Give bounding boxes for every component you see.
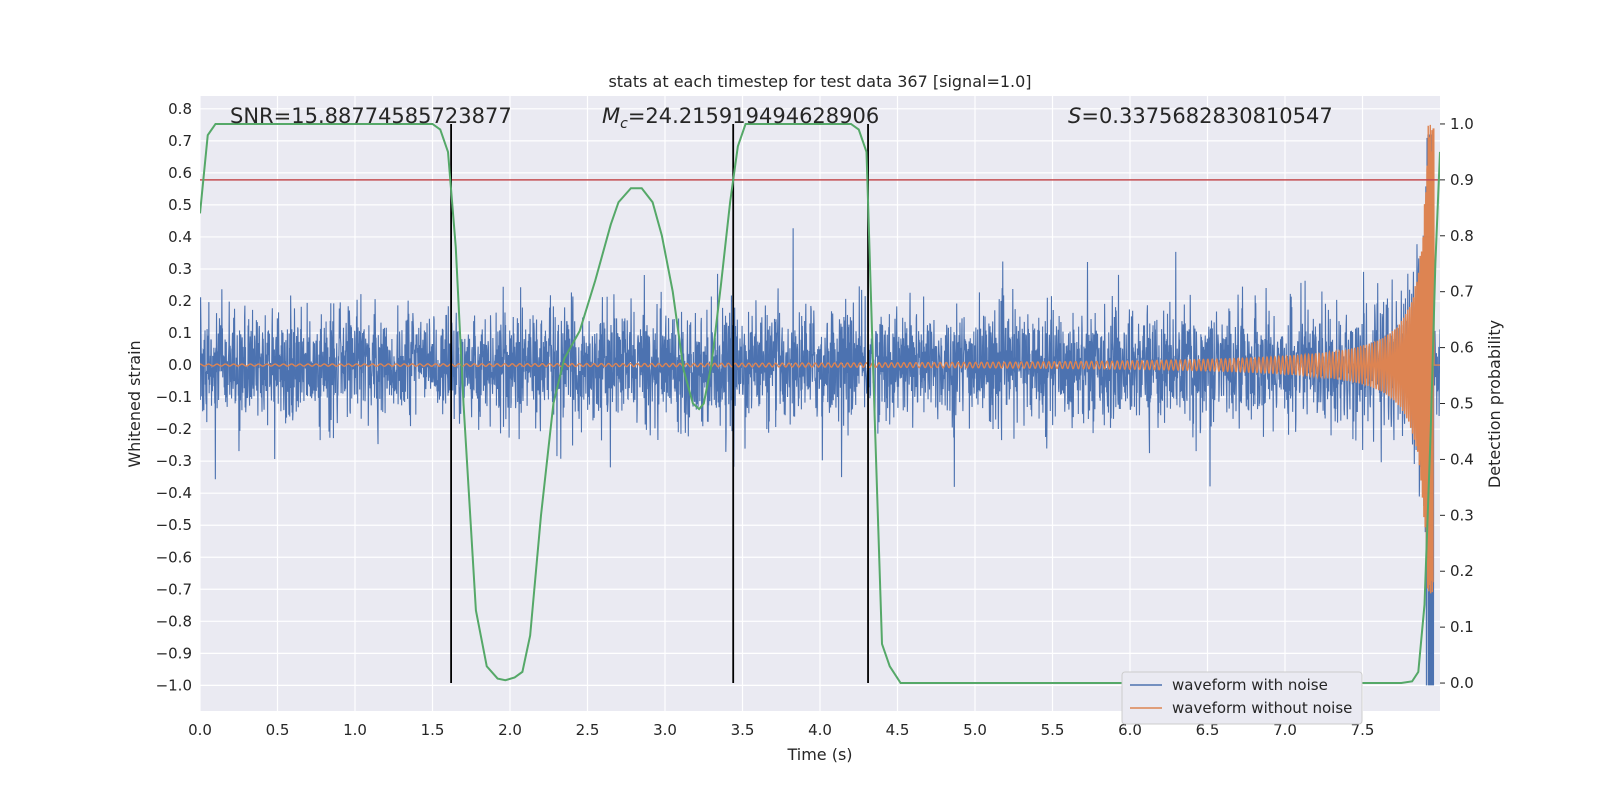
x-tick-label: 3.5 [731,721,755,739]
s-annotation: S=0.3375682830810547 [1068,104,1333,128]
y-left-tick-label: −0.5 [156,516,192,534]
x-tick-label: 3.0 [653,721,677,739]
legend-label-clean: waveform without noise [1172,699,1352,717]
y-right-tick-label: 0.4 [1450,450,1474,468]
x-tick-label: 7.5 [1351,721,1375,739]
y-left-tick-label: 0.7 [168,132,192,150]
legend: waveform with noise waveform without noi… [1121,671,1363,725]
y-right-tick-label: 0.8 [1450,227,1474,245]
series-layer [200,122,1440,686]
x-tick-label: 0.5 [266,721,290,739]
series-detection-probability [200,122,1440,685]
y-axis-left-label: Whitened strain [125,340,144,467]
y-left-tick-label: −0.4 [156,484,192,502]
mc-subscript: c [620,116,628,132]
x-tick-label: 0.0 [188,721,212,739]
legend-label-noise: waveform with noise [1172,676,1328,694]
mc-value: =24.215919494628906 [628,104,879,128]
y-left-tick-label: 0.5 [168,196,192,214]
y-left-tick-label: −0.1 [156,388,192,406]
x-tick-label: 5.0 [963,721,987,739]
legend-box [1121,671,1363,725]
x-tick-label: 4.0 [808,721,832,739]
y-left-tick-label: −0.6 [156,548,192,566]
ticks: 0.0 0.5 1.0 1.5 2.0 2.5 3.0 3.5 4.0 4.5 5.0 5.5 6.0 6… [156,100,1474,739]
x-tick-label: 2.0 [498,721,522,739]
y-right-tick-label: 0.7 [1450,283,1474,301]
y-right-tick-label: 0.3 [1450,506,1474,524]
y-left-tick-label: 0.2 [168,292,192,310]
y-right-tick-label: 1.0 [1450,115,1474,133]
x-tick-label: 4.5 [886,721,910,739]
y-left-tick-label: 0.3 [168,260,192,278]
x-tick-label: 7.0 [1273,721,1297,739]
y-left-tick-label: 0.8 [168,100,192,118]
y-left-tick-label: −0.8 [156,612,192,630]
x-axis-label: Time (s) [786,745,852,764]
s-symbol: S [1068,104,1081,128]
mc-symbol: M [602,104,620,128]
chirp-mass-annotation: Mc=24.215919494628906 [602,104,879,132]
y-left-tick-label: −0.2 [156,420,192,438]
x-tick-label: 2.5 [576,721,600,739]
y-right-tick-label: 0.9 [1450,171,1474,189]
x-tick-label: 1.5 [421,721,445,739]
y-right-tick-label: 0.0 [1450,674,1474,692]
y-left-tick-label: 0.0 [168,356,192,374]
x-tick-label: 1.0 [343,721,367,739]
y-axis-right-label: Detection probability [1485,320,1504,488]
snr-annotation: SNR=15.88774585723877 [230,104,512,128]
y-left-tick-label: −0.7 [156,580,192,598]
y-left-tick-label: −0.9 [156,644,192,662]
x-tick-label: 6.0 [1118,721,1142,739]
y-right-tick-label: 0.5 [1450,395,1474,413]
chart-title: stats at each timestep for test data 367… [608,72,1031,91]
series-waveform-without-noise [200,124,1440,594]
y-right-tick-label: 0.6 [1450,339,1474,357]
y-right-tick-label: 0.2 [1450,562,1474,580]
x-tick-label: 5.5 [1041,721,1065,739]
s-value: =0.3375682830810547 [1081,104,1332,128]
y-left-tick-label: 0.6 [168,164,192,182]
y-left-tick-label: 0.4 [168,228,192,246]
y-right-tick-label: 0.1 [1450,618,1474,636]
y-left-tick-label: −1.0 [156,676,192,694]
x-tick-label: 6.5 [1196,721,1220,739]
y-left-tick-label: 0.1 [168,324,192,342]
y-left-tick-label: −0.3 [156,452,192,470]
plot-area [200,122,1440,686]
